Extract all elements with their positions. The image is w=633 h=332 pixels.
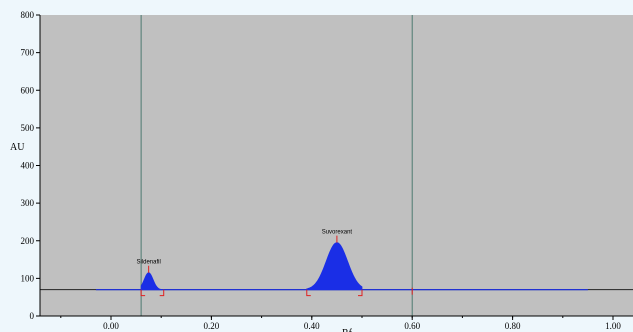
peak-start-bracket (306, 289, 311, 297)
y-tick-label: 800 (21, 10, 35, 20)
y-tick-label: 500 (21, 123, 35, 133)
peak-label: Suvorexant (322, 230, 353, 236)
y-tick-label: 200 (21, 236, 35, 246)
y-tick-label: 100 (21, 273, 35, 283)
y-tick-label: 0 (30, 311, 35, 321)
y-tick-label: 300 (21, 198, 35, 208)
x-tick-label: 0.80 (505, 321, 521, 331)
peak-end-bracket (358, 289, 363, 297)
x-tick-label: 0.00 (103, 321, 119, 331)
y-tick-label: 600 (21, 85, 35, 95)
x-axis-title: Rf (342, 328, 353, 332)
y-axis-title: AU (10, 142, 25, 153)
x-tick-label: 1.00 (605, 321, 621, 331)
peak-label: Sildenafil (136, 260, 160, 266)
y-tick-label: 700 (21, 48, 35, 58)
y-tick-label: 400 (21, 161, 35, 171)
peak-sildenafil (140, 272, 165, 291)
x-tick-label: 0.20 (204, 321, 220, 331)
peak-start-bracket (140, 289, 146, 297)
peak-suvorexant (306, 242, 363, 291)
x-tick-label: 0.40 (304, 321, 320, 331)
peak-end-bracket (159, 289, 165, 297)
x-tick-label: 0.60 (404, 321, 420, 331)
